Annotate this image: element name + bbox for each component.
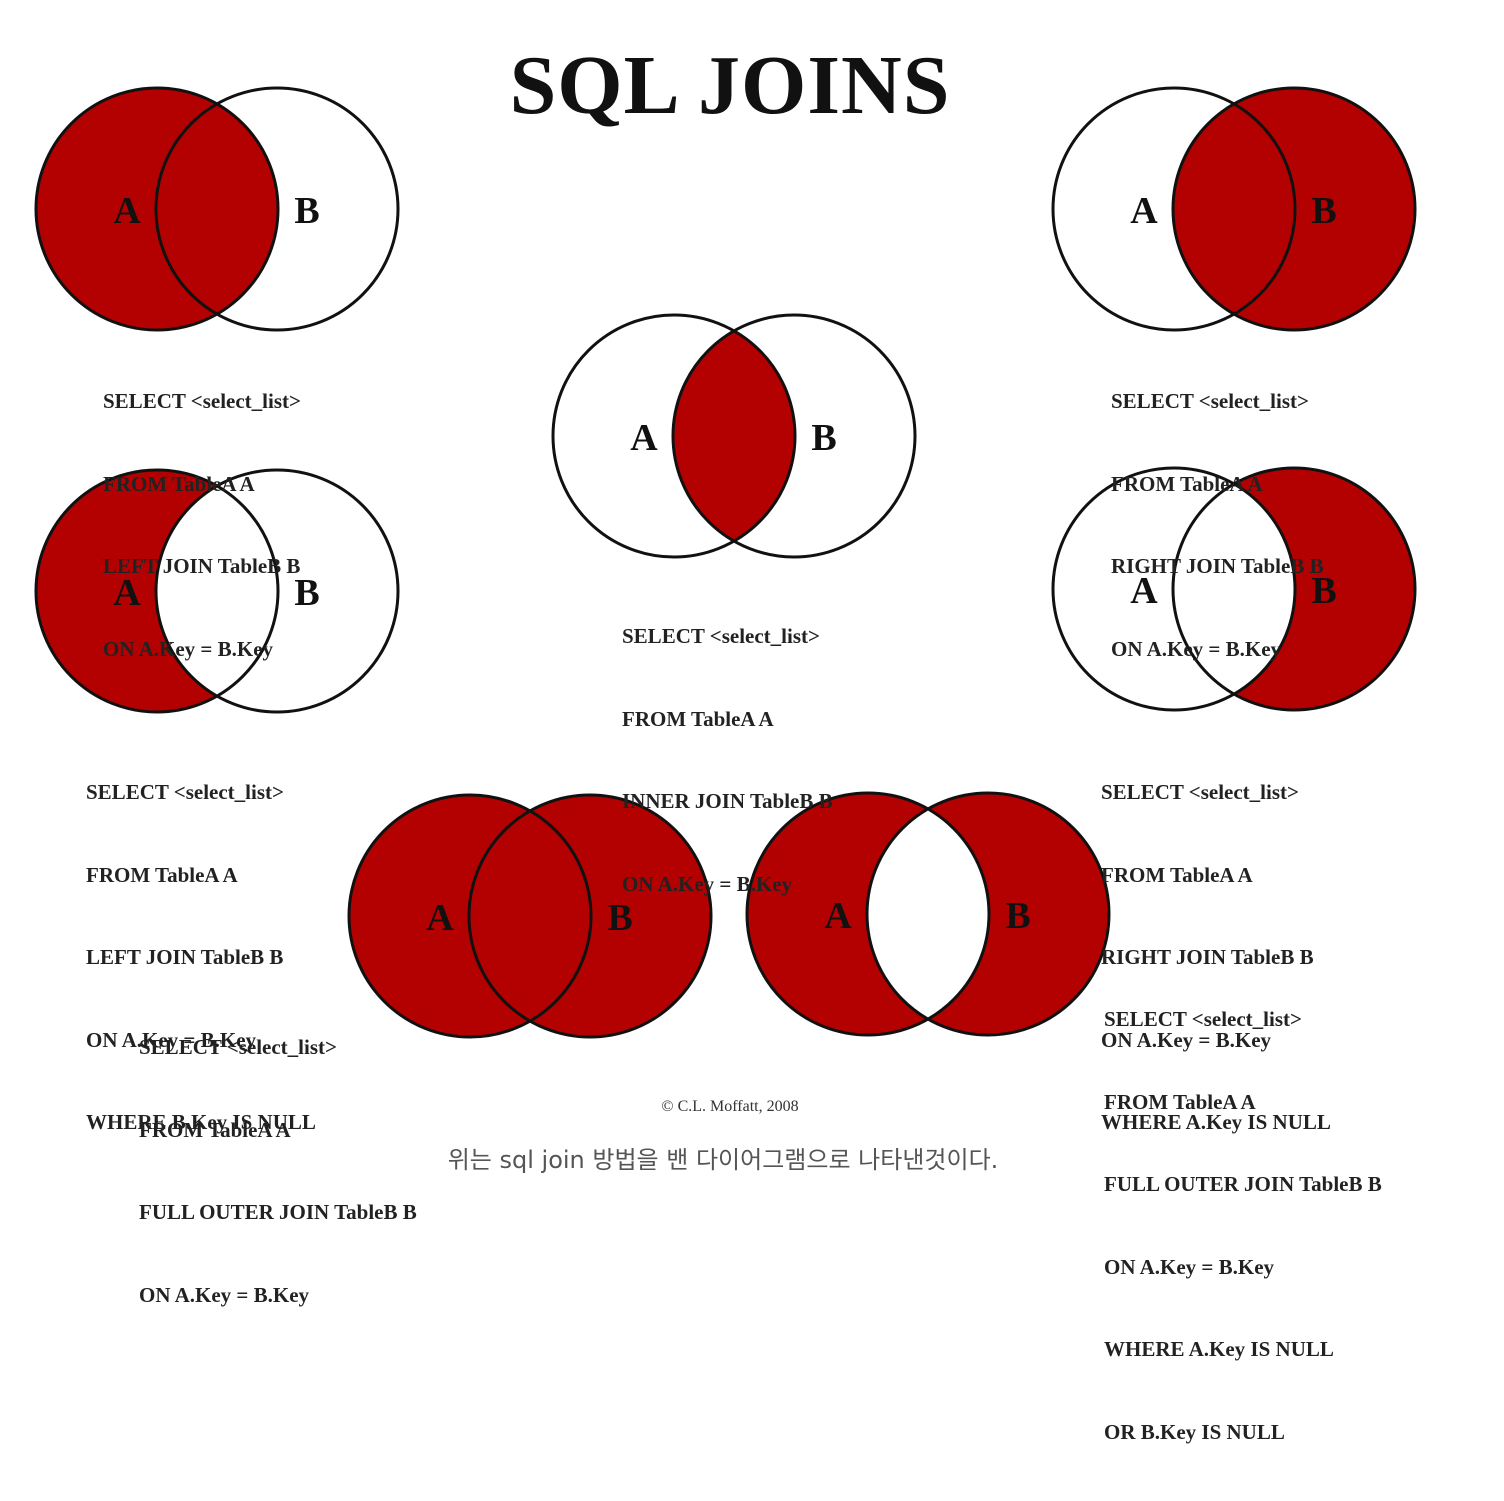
set-a-label: A [113,190,141,232]
set-b-outline [1171,86,1417,332]
code-line: FROM TableA A [1101,862,1253,887]
copyright-notice: © C.L. Moffatt, 2008 [661,1098,799,1115]
code-line: ON A.Key = B.Key [1111,636,1282,661]
code-line: FROM TableA A [1111,471,1263,496]
diagram-title: SQL JOINS [509,39,951,132]
set-a-label: A [1130,570,1158,612]
code-right-excluding-join: SELECT <select_list> FROM TableA A RIGHT… [1101,724,1331,1192]
set-b-label: B [294,572,319,614]
code-line: SELECT <select_list> [622,624,820,648]
code-line: SELECT <select_list> [1101,780,1299,804]
set-a-label: A [630,417,658,459]
set-b-outline [865,791,1111,1037]
code-line: OR B.Key IS NULL [1104,1419,1285,1444]
set-a-outline [34,468,280,714]
set-b-label: B [294,190,319,232]
set-a-outline [551,313,797,559]
code-left-excluding-join: SELECT <select_list> FROM TableA A LEFT … [86,724,316,1192]
code-line: FROM TableA A [1104,1089,1256,1114]
set-b-outline [671,313,917,559]
code-line: RIGHT JOIN TableB B [1101,945,1314,969]
code-right-join: SELECT <select_list> FROM TableA A RIGHT… [1111,333,1324,718]
set-a-outline [347,793,593,1039]
set-b-outline [1171,466,1417,712]
code-line: SELECT <select_list> [103,389,301,413]
code-line: WHERE A.Key IS NULL [1104,1337,1334,1361]
code-full-outer-excluding-join: SELECT <select_list> FROM TableA A FULL … [1104,951,1382,1501]
code-line: LEFT JOIN TableB B [86,945,284,969]
set-a-outline [1051,86,1297,332]
code-line: ON A.Key = B.Key [622,871,793,896]
code-line: SELECT <select_list> [1111,389,1309,413]
code-line: SELECT <select_list> [86,780,284,804]
code-line: ON A.Key = B.Key [86,1027,257,1052]
code-line: WHERE B.Key IS NULL [86,1110,316,1134]
code-inner-join: SELECT <select_list> FROM TableA A INNER… [622,568,833,953]
set-b-outline [467,793,713,1039]
set-b-label: B [1005,895,1030,937]
code-line: FROM TableA A [103,471,255,496]
code-line: SELECT <select_list> [1104,1007,1302,1031]
set-a-outline [1051,466,1297,712]
code-line: ON A.Key = B.Key [1104,1254,1275,1279]
set-a-outline [34,86,280,332]
code-line: INNER JOIN TableB B [622,789,833,813]
set-a-label: A [426,897,454,939]
code-line: ON A.Key = B.Key [103,636,274,661]
code-line: RIGHT JOIN TableB B [1111,554,1324,578]
code-line: FULL OUTER JOIN TableB B [139,1200,417,1224]
code-line: FROM TableA A [86,862,238,887]
code-line: FROM TableA A [622,706,774,731]
set-a-label: A [113,572,141,614]
set-b-outline [154,468,400,714]
code-line: FROM TableA A [139,1117,291,1142]
set-b-label: B [811,417,836,459]
set-b-outline [154,86,400,332]
code-line: FULL OUTER JOIN TableB B [1104,1172,1382,1196]
code-line: ON A.Key = B.Key [139,1282,310,1307]
code-line: WHERE A.Key IS NULL [1101,1110,1331,1134]
code-line: SELECT <select_list> [139,1035,337,1059]
code-line: ON A.Key = B.Key [1101,1027,1272,1052]
image-caption: 위는 sql join 방법을 밴 다이어그램으로 나타낸것이다. [447,1146,999,1174]
set-b-label: B [1311,570,1336,612]
set-b-label: B [607,897,632,939]
code-line: LEFT JOIN TableB B [103,554,301,578]
set-b-label: B [1311,190,1336,232]
set-a-label: A [824,895,852,937]
code-left-join: SELECT <select_list> FROM TableA A LEFT … [103,333,301,718]
set-a-label: A [1130,190,1158,232]
set-a-outline [745,791,991,1037]
